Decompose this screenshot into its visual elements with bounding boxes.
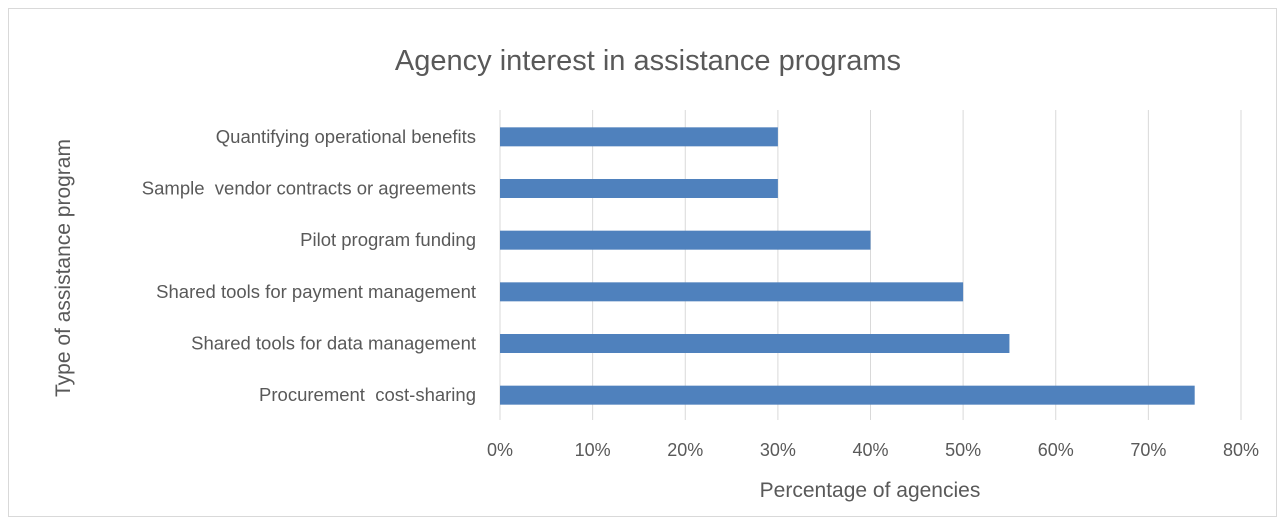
- x-axis-title: Percentage of agencies: [760, 479, 981, 502]
- chart-frame: [8, 8, 1277, 517]
- bar: [500, 127, 778, 147]
- category-label: Procurement cost-sharing: [259, 384, 476, 405]
- bars: [500, 127, 1195, 405]
- x-tick-label: 30%: [760, 440, 796, 460]
- category-label: Pilot program funding: [300, 229, 476, 250]
- category-labels: Quantifying operational benefits Sample v…: [142, 126, 476, 405]
- y-axis-title: Type of assistance program: [52, 139, 75, 397]
- gridlines: [499, 110, 1242, 420]
- bar: [500, 334, 1010, 353]
- category-label: Quantifying operational benefits: [216, 126, 476, 147]
- x-tick-label: 60%: [1038, 440, 1074, 460]
- category-label: Shared tools for payment management: [156, 281, 476, 302]
- x-tick-label: 80%: [1223, 440, 1259, 460]
- chart-title: Agency interest in assistance programs: [395, 45, 901, 77]
- category-label: Sample vendor contracts or agreements: [142, 178, 476, 199]
- x-tick-labels: 0% 10% 20% 30% 40% 50% 60% 70% 80%: [487, 440, 1259, 460]
- x-tick-label: 10%: [575, 440, 611, 460]
- bar: [500, 282, 964, 302]
- bar: [500, 385, 1195, 405]
- x-tick-label: 50%: [945, 440, 981, 460]
- bar: [500, 179, 778, 198]
- x-tick-label: 20%: [667, 440, 703, 460]
- category-label: Shared tools for data management: [191, 333, 476, 354]
- bar: [500, 230, 871, 250]
- x-tick-label: 40%: [852, 440, 888, 460]
- x-tick-label: 0%: [487, 440, 513, 460]
- x-tick-label: 70%: [1130, 440, 1166, 460]
